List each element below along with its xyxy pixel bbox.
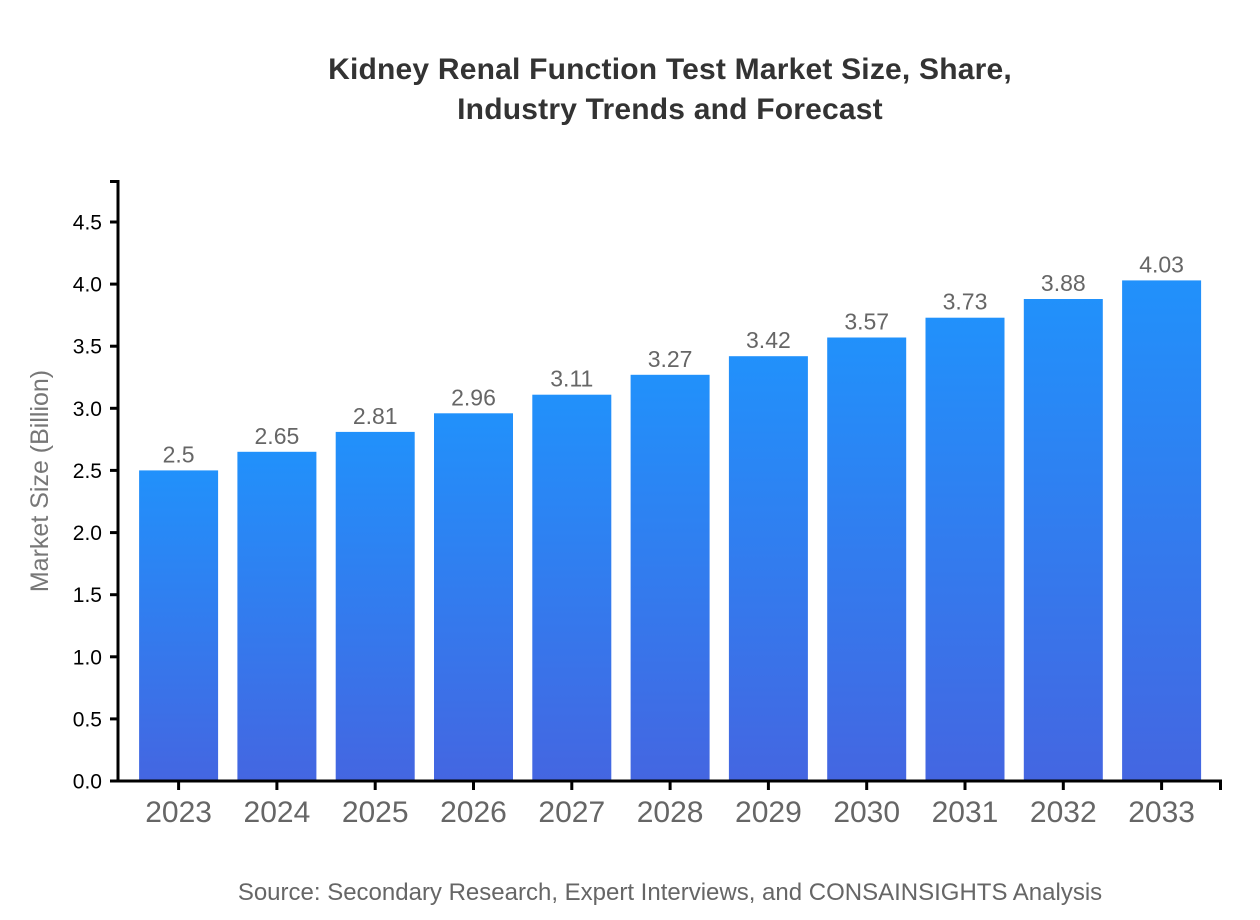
x-tick-label: 2032 xyxy=(1030,796,1097,829)
y-tick-label: 4.5 xyxy=(73,212,102,235)
bar-value-label: 3.88 xyxy=(1041,270,1086,296)
chart-title: Kidney Renal Function Test Market Size, … xyxy=(328,53,1012,126)
bar-value-label: 2.65 xyxy=(255,423,300,449)
x-tick-label: 2026 xyxy=(440,796,507,829)
x-tick-label: 2025 xyxy=(342,796,409,829)
y-tick-label: 3.0 xyxy=(73,398,102,421)
x-tick-label: 2033 xyxy=(1128,796,1195,829)
bar-value-label: 3.42 xyxy=(746,327,791,353)
bar-value-label: 2.5 xyxy=(163,441,195,467)
bar-2024 xyxy=(237,451,317,781)
bar-2027 xyxy=(532,394,612,781)
x-tick-label: 2030 xyxy=(833,796,900,829)
x-tick-label: 2031 xyxy=(932,796,999,829)
axis-spines xyxy=(116,180,1222,783)
y-tick-label: 1.0 xyxy=(73,646,102,669)
bar-value-label: 3.11 xyxy=(550,366,593,392)
bar-2025 xyxy=(335,431,415,781)
y-tick-label: 1.5 xyxy=(73,584,102,607)
y-tick-label: 4.0 xyxy=(73,274,102,297)
bar-value-label: 3.57 xyxy=(844,309,889,335)
bar-2030 xyxy=(827,337,907,781)
bar-2026 xyxy=(434,413,513,781)
bar-2033 xyxy=(1122,280,1202,781)
source-note: Source: Secondary Research, Expert Inter… xyxy=(237,879,1103,906)
x-tick-label: 2023 xyxy=(145,796,212,829)
x-tick-label: 2029 xyxy=(735,796,802,829)
y-tick-label: 2.0 xyxy=(73,522,102,545)
y-tick-label: 0.0 xyxy=(73,771,102,794)
y-tick-label: 2.5 xyxy=(73,460,102,483)
y-tick-label: 0.5 xyxy=(73,708,102,731)
bar-2023 xyxy=(139,470,219,781)
y-tick-label: 3.5 xyxy=(73,336,102,359)
bar-value-label: 3.27 xyxy=(648,346,693,372)
x-tick-label: 2028 xyxy=(637,796,704,829)
bar-2028 xyxy=(630,374,710,781)
bar-2029 xyxy=(728,356,808,781)
bar-value-label: 2.96 xyxy=(451,384,496,410)
x-tick-label: 2027 xyxy=(538,796,605,829)
x-tick-label: 2024 xyxy=(244,796,311,829)
bar-value-label: 2.81 xyxy=(353,403,398,429)
bar-2031 xyxy=(925,317,1005,781)
bar-2032 xyxy=(1023,299,1103,781)
bar-value-label: 4.03 xyxy=(1139,251,1184,277)
bar-value-label: 3.73 xyxy=(943,289,988,315)
